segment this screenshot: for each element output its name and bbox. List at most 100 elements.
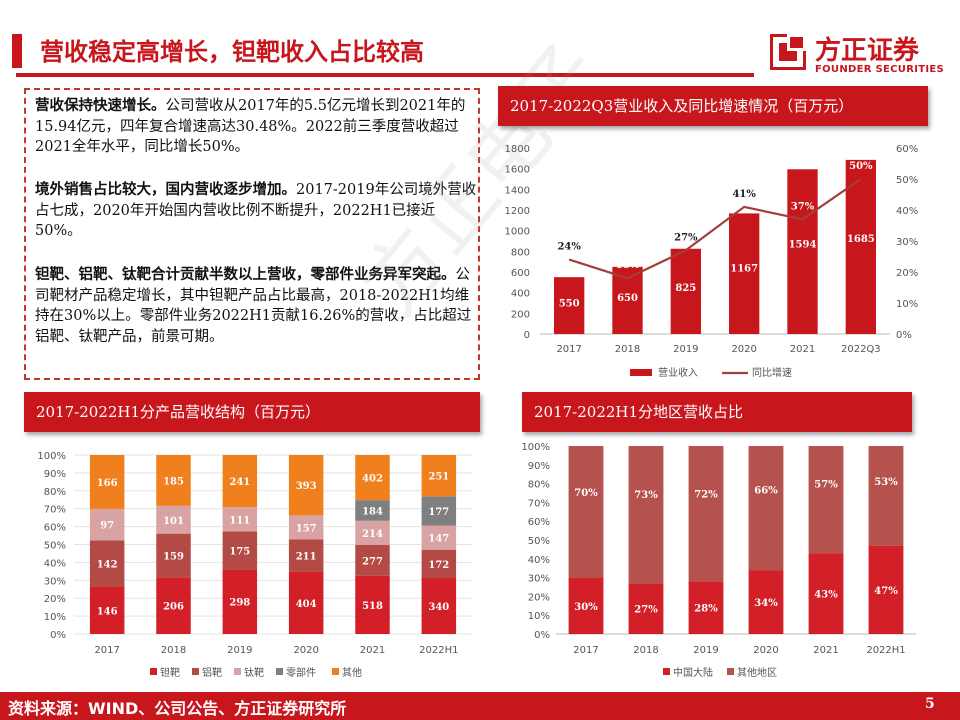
legend-label: 铝靶 (202, 666, 222, 679)
revenue-bar-label: 1167 (730, 264, 758, 275)
y-tick-label: 50% (44, 541, 66, 552)
segment-label: 53% (874, 477, 898, 488)
legend-swatch (276, 668, 283, 675)
legend-swatch (663, 668, 670, 675)
y2-tick-label: 40% (896, 206, 918, 217)
revenue-bar (670, 248, 701, 334)
y-tick-label: 30% (44, 576, 66, 587)
y-tick-label: 40% (528, 555, 550, 566)
y2-tick-label: 20% (896, 268, 918, 279)
segment-钽靶 (421, 578, 457, 634)
segment-label: 185 (163, 476, 184, 487)
x-tick-label: 2021 (790, 344, 815, 355)
segment-其他地区 (808, 446, 844, 554)
segment-label: 47% (874, 586, 898, 597)
legend-swatch (150, 668, 157, 675)
segment-中国大陆 (808, 553, 844, 634)
x-tick-label: 2019 (227, 645, 252, 656)
growth-label: 27% (674, 232, 698, 243)
segment-钽靶 (89, 586, 125, 634)
segment-中国大陆 (688, 581, 724, 634)
y-tick-label: 400 (511, 289, 530, 300)
paragraph-body: 公司营收从2017年的5.5亿元增长到2021年的15.94亿元，四年复合增速高… (35, 98, 466, 155)
title-underline (16, 73, 754, 77)
segment-label: 97 (100, 521, 114, 532)
legend-label: 其他地区 (737, 666, 777, 679)
segment-label: 146 (97, 606, 118, 617)
y-tick-label: 800 (511, 247, 530, 258)
revenue-bar-label: 1594 (789, 239, 817, 250)
revenue-bar (845, 159, 876, 334)
segment-其他地区 (568, 446, 604, 578)
y-tick-label: 50% (528, 536, 550, 547)
y2-tick-label: 10% (896, 299, 918, 310)
y-tick-label: 80% (44, 487, 66, 498)
segment-label: 404 (296, 599, 317, 610)
segment-其他 (421, 455, 457, 497)
y2-tick-label: 30% (896, 237, 918, 248)
segment-铝靶 (288, 539, 324, 572)
legend-label: 钛靶 (244, 666, 264, 679)
segment-钽靶 (156, 577, 191, 634)
y-tick-label: 1000 (505, 227, 530, 238)
revenue-bar-label: 1685 (847, 234, 875, 245)
x-tick-label: 2018 (615, 344, 640, 355)
segment-label: 73% (634, 490, 658, 501)
x-tick-label: 2022H1 (419, 645, 458, 656)
segment-label: 214 (362, 529, 383, 540)
segment-label: 518 (362, 601, 383, 612)
segment-label: 101 (163, 516, 184, 527)
segment-钛靶 (421, 525, 457, 550)
x-tick-label: 2017 (94, 645, 119, 656)
revenue-bar-label: 650 (617, 293, 638, 304)
paragraph-body: 公司靶材产品稳定增长，其中钽靶产品占比最高，2018-2022H1均维持在30%… (35, 267, 472, 345)
segment-铝靶 (355, 544, 390, 576)
summary-paragraph-revenue: 营收保持快速增长。公司营收从2017年的5.5亿元增长到2021年的15.94亿… (35, 96, 480, 158)
y-tick-label: 1600 (505, 165, 530, 176)
segment-钛靶 (355, 520, 390, 545)
x-tick-label: 2020 (731, 344, 756, 355)
segment-label: 159 (163, 551, 184, 562)
growth-label: 37% (791, 201, 815, 212)
segment-中国大陆 (568, 577, 604, 634)
growth-label: 50% (849, 161, 873, 172)
segment-label: 298 (229, 598, 250, 609)
legend-swatch-revenue (630, 369, 652, 376)
source-note: 资料来源：WIND、公司公告、方正证券研究所 (8, 699, 347, 718)
y-tick-label: 1200 (505, 206, 530, 217)
y-tick-label: 90% (528, 461, 550, 472)
y-tick-label: 1800 (505, 144, 530, 155)
paragraph-heading: 钽靶、铝靶、钛靶合计贡献半数以上营收，零部件业务异军突起。 (35, 267, 456, 283)
segment-label: 184 (362, 506, 383, 517)
y-tick-label: 80% (528, 480, 550, 491)
y-tick-label: 200 (511, 309, 530, 320)
segment-其他 (156, 455, 191, 506)
segment-label: 147 (428, 534, 449, 545)
y-tick-label: 70% (528, 498, 550, 509)
segment-label: 340 (428, 602, 449, 613)
x-tick-label: 2017 (556, 344, 581, 355)
growth-label: 41% (732, 189, 756, 200)
founder-logo-icon (770, 34, 806, 70)
title-accent-bar (12, 34, 22, 68)
segment-label: 175 (229, 546, 250, 557)
y-tick-label: 0 (524, 330, 530, 341)
legend-label: 钽靶 (160, 666, 180, 679)
segment-钽靶 (288, 571, 324, 634)
summary-textbox: 营收保持快速增长。公司营收从2017年的5.5亿元增长到2021年的15.94亿… (24, 88, 480, 380)
legend-label: 营业收入 (658, 366, 698, 379)
segment-钽靶 (222, 569, 258, 634)
segment-label: 157 (296, 523, 317, 534)
segment-label: 402 (362, 474, 383, 485)
legend-label: 中国大陆 (673, 666, 713, 679)
segment-label: 177 (428, 507, 449, 518)
growth-label: 18% (616, 260, 640, 271)
segment-label: 241 (229, 477, 250, 488)
segment-label: 27% (634, 605, 658, 616)
segment-label: 57% (814, 480, 838, 491)
y-tick-label: 70% (44, 505, 66, 516)
revenue-bar-label: 825 (675, 283, 696, 294)
segment-铝靶 (89, 540, 125, 587)
revenue-chart-title: 2017-2022Q3营业收入及同比增速情况（百万元） (498, 86, 928, 126)
